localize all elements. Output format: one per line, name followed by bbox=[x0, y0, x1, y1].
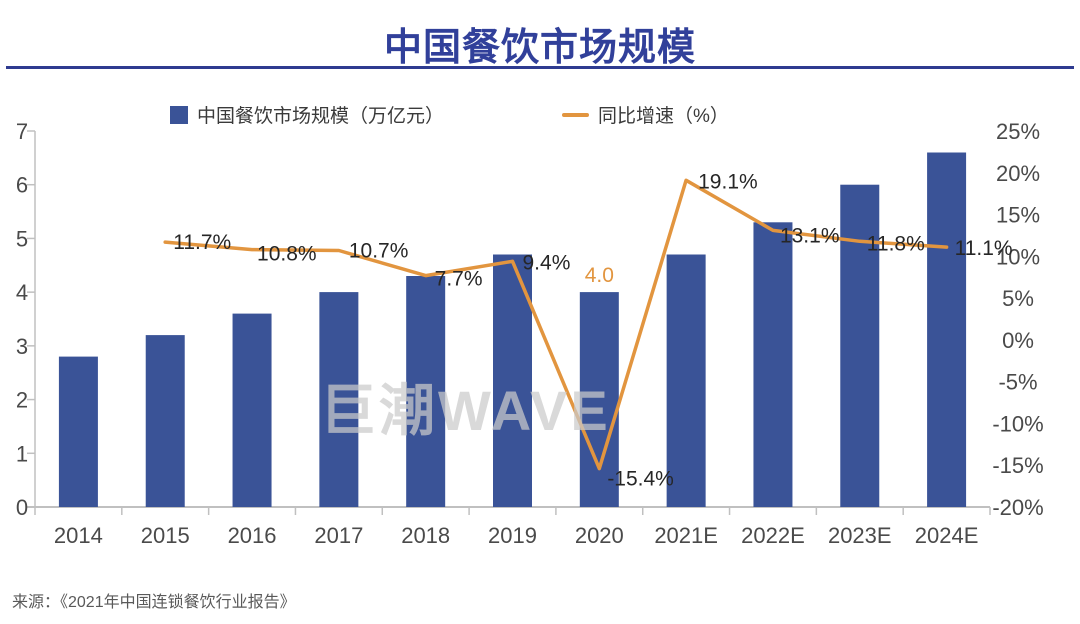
y-axis-tick-label: 6 bbox=[16, 173, 28, 198]
y-axis-tick-label: 3 bbox=[16, 334, 28, 359]
x-axis-label: 2023E bbox=[828, 523, 892, 548]
x-axis-label: 2024E bbox=[915, 523, 979, 548]
title-divider bbox=[6, 66, 1074, 69]
bar-2022E bbox=[753, 222, 793, 508]
growth-point-label: 13.1% bbox=[780, 224, 840, 247]
y2-axis-tick-label: -5% bbox=[998, 370, 1037, 395]
bar-2020 bbox=[579, 292, 619, 507]
page-title: 中国餐饮市场规模 bbox=[383, 27, 696, 69]
x-axis-label: 2019 bbox=[488, 523, 537, 548]
bar-2014 bbox=[58, 356, 98, 507]
growth-point-label: 19.1% bbox=[698, 170, 758, 193]
x-axis-label: 2014 bbox=[54, 523, 103, 548]
legend-label-growth: 同比增速（%） bbox=[598, 106, 729, 127]
x-axis-label: 2020 bbox=[575, 523, 624, 548]
y-axis-tick-label: 4 bbox=[16, 280, 28, 305]
y2-axis-tick-label: 0% bbox=[1002, 328, 1034, 353]
y-axis-tick-label: 1 bbox=[16, 441, 28, 466]
growth-point-label: 11.7% bbox=[173, 231, 231, 254]
bar-2021E bbox=[666, 254, 706, 507]
bar-series-swatch-icon bbox=[170, 105, 188, 124]
x-axis-label: 2021E bbox=[654, 523, 718, 548]
y-axis-tick-label: 5 bbox=[16, 226, 28, 251]
bar-2024E bbox=[927, 152, 967, 507]
growth-line bbox=[163, 178, 949, 471]
x-axis-label: 2017 bbox=[314, 523, 363, 548]
y-axis-tick-label: 0 bbox=[16, 495, 28, 520]
y2-axis-tick-label: -20% bbox=[992, 495, 1043, 520]
growth-point-label: 11.8% bbox=[867, 232, 925, 255]
y2-axis-tick-label: 25% bbox=[996, 119, 1040, 144]
bar-2018 bbox=[406, 276, 446, 507]
growth-point-label: 10.8% bbox=[257, 243, 317, 266]
source-note: 来源：《2021年中国连锁餐饮行业报告》 bbox=[12, 594, 296, 611]
legend-label-market-size: 中国餐饮市场规模（万亿元） bbox=[197, 106, 445, 127]
x-axis-label: 2022E bbox=[741, 523, 805, 548]
growth-point-label: -15.4% bbox=[607, 468, 674, 491]
bar-value-label: 4.0 bbox=[585, 264, 614, 287]
legend-item-market-size: 中国餐饮市场规模（万亿元） bbox=[170, 101, 444, 128]
y2-axis-tick-label: 5% bbox=[1002, 286, 1034, 311]
bar-2017 bbox=[319, 292, 359, 507]
growth-point-label: 9.4% bbox=[523, 251, 571, 274]
growth-point-label: 11.1% bbox=[955, 237, 1013, 260]
legend-item-growth: 同比增速（%） bbox=[562, 101, 729, 128]
x-axis-label: 2015 bbox=[141, 523, 190, 548]
x-axis-label: 2018 bbox=[401, 523, 450, 548]
y2-axis-tick-label: 20% bbox=[996, 161, 1040, 186]
y-axis-tick-label: 7 bbox=[16, 119, 28, 144]
line-series-swatch-icon bbox=[562, 112, 590, 117]
bar-2015 bbox=[145, 335, 185, 507]
y2-axis-tick-label: 10% bbox=[996, 244, 1040, 269]
y2-axis-tick-label: -10% bbox=[992, 411, 1043, 436]
growth-point-label: 10.7% bbox=[349, 239, 409, 262]
y-axis-tick-label: 2 bbox=[16, 388, 28, 413]
chart-legend: 中国餐饮市场规模（万亿元） 同比增速（%） bbox=[170, 101, 729, 128]
x-axis-label: 2016 bbox=[228, 523, 277, 548]
y2-axis-tick-label: 15% bbox=[996, 203, 1040, 228]
bar-2016 bbox=[232, 313, 272, 507]
growth-point-label: 7.7% bbox=[435, 268, 483, 291]
y2-axis-tick-label: -15% bbox=[992, 453, 1043, 478]
